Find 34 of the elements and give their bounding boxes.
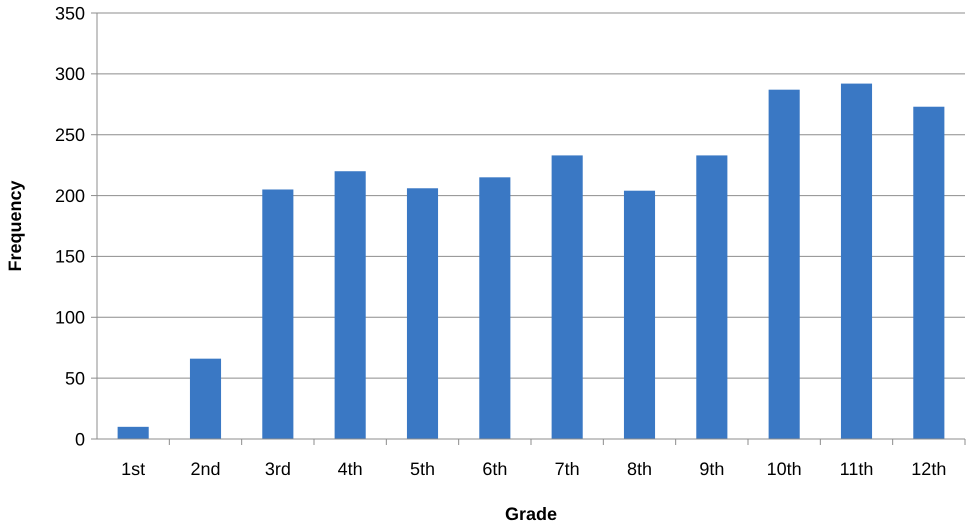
bar xyxy=(334,171,366,439)
y-tick-label: 150 xyxy=(54,246,85,267)
bar xyxy=(479,177,510,439)
x-tick-label: 11th xyxy=(840,459,874,479)
y-axis-title: Frequency xyxy=(5,180,25,272)
x-tick-label: 9th xyxy=(699,459,724,479)
x-tick-label: 5th xyxy=(410,459,436,479)
bar xyxy=(118,426,149,439)
y-tick-label: 250 xyxy=(54,125,85,146)
x-tick-label: 6th xyxy=(482,459,508,479)
x-tick-label: 12th xyxy=(911,459,946,479)
x-tick-label: 2nd xyxy=(190,459,221,479)
x-tick-label: 10th xyxy=(766,459,802,479)
y-tick-label: 300 xyxy=(54,64,85,84)
y-tick-label: 200 xyxy=(54,186,85,206)
y-tick-label: 50 xyxy=(64,368,85,388)
bar xyxy=(913,106,944,439)
x-axis-title: Grade xyxy=(504,504,558,524)
bar xyxy=(190,358,222,439)
y-tick-label: 100 xyxy=(54,308,85,328)
bar xyxy=(696,155,728,439)
y-tick-label: 350 xyxy=(54,3,85,24)
bar xyxy=(768,90,800,439)
x-tick-label: 7th xyxy=(554,459,580,479)
bar xyxy=(552,155,583,439)
bar xyxy=(262,189,294,439)
bar xyxy=(406,188,438,439)
x-tick-label: 1st xyxy=(121,459,146,479)
bar xyxy=(624,190,656,439)
y-tick-label: 0 xyxy=(74,429,85,450)
x-tick-label: 8th xyxy=(626,459,652,479)
bar xyxy=(840,84,872,439)
x-tick-label: 3rd xyxy=(264,459,291,479)
x-tick-label: 4th xyxy=(338,459,363,479)
